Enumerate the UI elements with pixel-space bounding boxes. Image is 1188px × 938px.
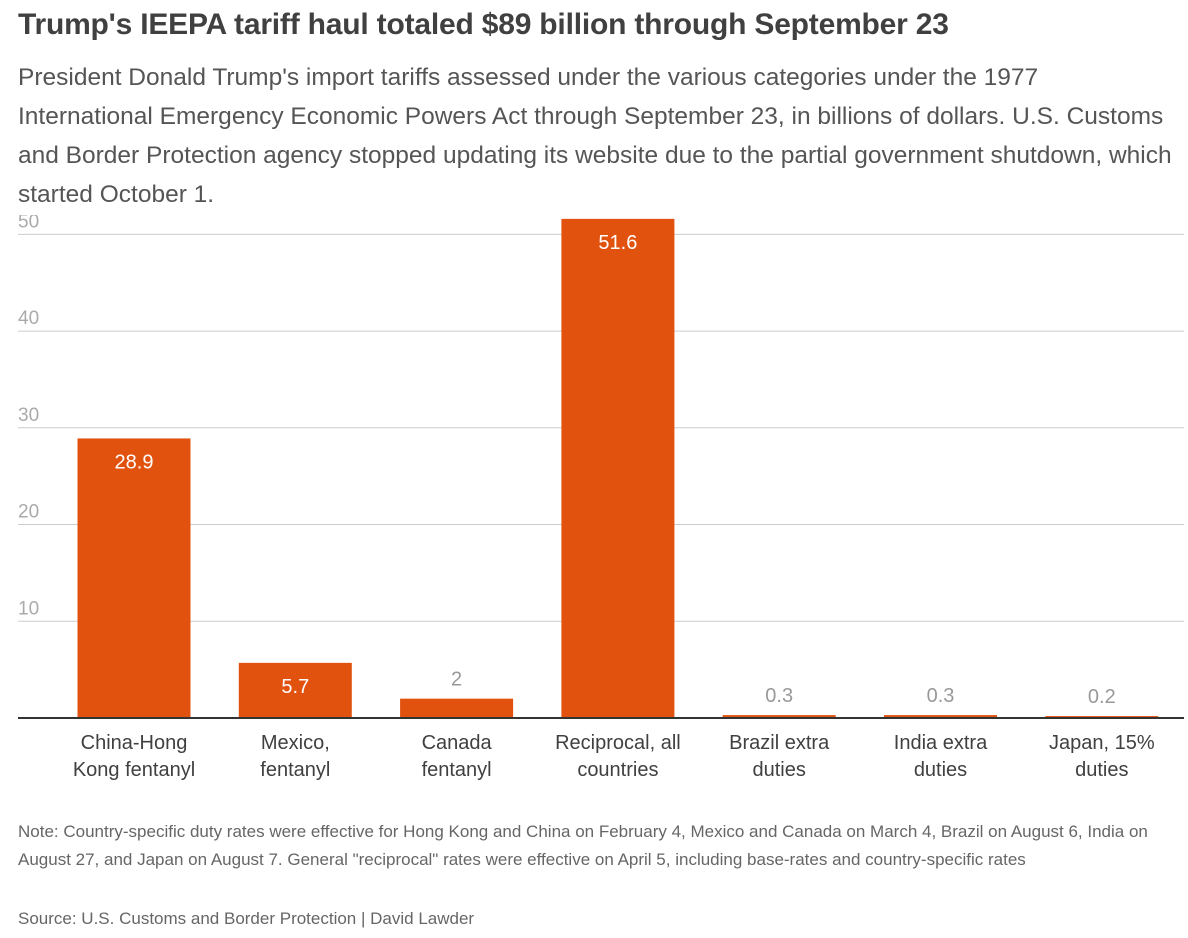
chart-source: Source: U.S. Customs and Border Protecti… (18, 909, 475, 928)
x-tick-label: India extra (894, 732, 988, 754)
x-tick-label: fentanyl (260, 759, 330, 781)
x-tick-label: countries (577, 759, 658, 781)
chart-title: Trump's IEEPA tariff haul totaled $89 bi… (18, 8, 949, 41)
y-tick-label: 20 (18, 502, 39, 523)
x-tick-label: Kong fentanyl (73, 759, 195, 781)
chart-note: Note: Country-specific duty rates were e… (18, 822, 1148, 869)
y-tick-label: 40 (18, 308, 39, 329)
data-label: 0.3 (765, 685, 793, 707)
bar (238, 662, 352, 718)
y-tick-label: 30 (18, 405, 39, 426)
data-label: 0.3 (927, 685, 955, 707)
bar-chart: 10 20 30 40 50 28.9 China-Hong Kong fentanyl 5.7… (18, 215, 1184, 781)
x-tick-label: Japan, 15% (1049, 732, 1155, 754)
y-tick-label: 10 (18, 598, 39, 619)
x-tick-label: duties (753, 759, 806, 781)
data-label: 28.9 (115, 451, 154, 473)
y-tick-label: 50 (18, 215, 39, 232)
x-tick-label: Brazil extra (729, 732, 830, 754)
bar (77, 438, 191, 718)
x-tick-label: Canada (422, 732, 493, 754)
data-label: 51.6 (598, 232, 637, 254)
chart-subtitle: President Donald Trump's import tariffs … (18, 64, 1172, 208)
bar (400, 698, 514, 718)
data-label: 0.2 (1088, 686, 1116, 708)
x-tick-label: duties (1075, 759, 1128, 781)
data-label: 2 (451, 669, 462, 691)
x-tick-label: Mexico, (261, 732, 330, 754)
x-tick-label: Reciprocal, all (555, 732, 681, 754)
data-label: 5.7 (281, 676, 309, 698)
x-tick-label: China-Hong (81, 732, 188, 754)
x-tick-label: fentanyl (422, 759, 492, 781)
bar (884, 715, 997, 718)
bar (561, 218, 675, 718)
bar (722, 715, 836, 718)
x-tick-label: duties (914, 759, 967, 781)
